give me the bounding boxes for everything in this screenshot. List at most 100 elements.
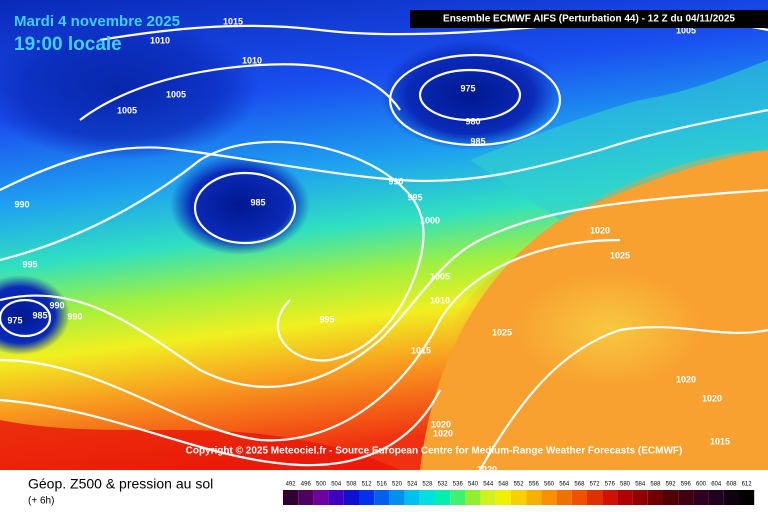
colorbar-cell: [602, 490, 618, 505]
colorbar-cell: [571, 490, 587, 505]
colorbar-label: 540: [468, 482, 479, 488]
colorbar-cell: [739, 490, 755, 505]
colorbar-cell: [708, 490, 724, 505]
colorbar-label: 592: [666, 482, 677, 488]
isobar-label: 1015: [710, 436, 730, 446]
colorbar-cell: [283, 490, 299, 505]
colorbar-cell: [495, 490, 511, 505]
isobar-label: 985: [250, 197, 265, 207]
colorbar-label: 512: [362, 482, 373, 488]
colorbar-label: 576: [605, 482, 616, 488]
colorbar-cell: [404, 490, 420, 505]
isobar-label: 1005: [430, 271, 450, 281]
colorbar-label: 500: [316, 482, 327, 488]
isobar-label: 1020: [433, 428, 453, 438]
isobar-label: 1025: [492, 327, 512, 337]
isobar-label: 985: [32, 310, 47, 320]
colorbar-label: 596: [681, 482, 692, 488]
colorbar-cell: [587, 490, 603, 505]
copyright: Copyright © 2025 Meteociel.fr - Source E…: [186, 446, 683, 457]
isobar-label: 1000: [420, 215, 440, 225]
colorbar-label: 608: [726, 482, 737, 488]
colorbar: 492 496 500 504 508 512 516 520 524 528 532 536 540 5…: [283, 482, 755, 505]
isobar-label: 985: [470, 136, 485, 146]
isobar-label: 1025: [610, 250, 630, 260]
colorbar-cell: [511, 490, 527, 505]
colorbar-cell: [328, 490, 344, 505]
footer-step: (+ 6h): [28, 496, 54, 507]
colorbar-label: 556: [529, 482, 540, 488]
colorbar-label: 528: [422, 482, 433, 488]
isobar-label: 990: [14, 199, 29, 209]
colorbar-cell: [435, 490, 451, 505]
colorbar-cell: [632, 490, 648, 505]
isobar-label: 1010: [242, 55, 262, 65]
colorbar-label: 496: [301, 482, 312, 488]
isobar-labels: 1015101010101005100597598098599099099510…: [7, 16, 730, 474]
isobar-label: 1005: [676, 25, 696, 35]
colorbar-cell: [556, 490, 572, 505]
colorbar-cell: [343, 490, 359, 505]
isobar-label: 990: [67, 311, 82, 321]
colorbar-label: 600: [696, 482, 707, 488]
colorbar-label: 520: [392, 482, 403, 488]
colorbar-label: 508: [346, 482, 357, 488]
isobar-label: 1010: [430, 295, 450, 305]
colorbar-cell: [663, 490, 679, 505]
colorbar-label: 564: [559, 482, 570, 488]
isobar-label: 975: [460, 83, 475, 93]
isobar-label: 990: [49, 300, 64, 310]
isobar-label: 1020: [477, 464, 497, 474]
isobar-label: 1015: [411, 345, 431, 355]
colorbar-label: 552: [514, 482, 525, 488]
colorbar-cell: [389, 490, 405, 505]
isobar-label: 1020: [702, 393, 722, 403]
colorbar-cell: [359, 490, 375, 505]
colorbar-cell: [647, 490, 663, 505]
colorbar-label: 504: [331, 482, 342, 488]
colorbar-cell: [313, 490, 329, 505]
colorbar-cell: [480, 490, 496, 505]
colorbar-label: 568: [574, 482, 585, 488]
isobar-label: 980: [465, 116, 480, 126]
colorbar-cell: [374, 490, 390, 505]
isobar-label: 975: [7, 315, 22, 325]
colorbar-label: 612: [742, 482, 753, 488]
map-field: [0, 0, 768, 470]
colorbar-label: 524: [407, 482, 418, 488]
colorbar-label: 516: [377, 482, 388, 488]
isobar-label: 1020: [676, 374, 696, 384]
colorbar-label: 572: [590, 482, 601, 488]
colorbar-cell: [450, 490, 466, 505]
colorbar-label: 604: [711, 482, 722, 488]
colorbar-label: 492: [286, 482, 297, 488]
model-info: Ensemble ECMWF AIFS (Perturbation 44) - …: [443, 14, 735, 25]
isobar-label: 1020: [590, 225, 610, 235]
colorbar-cell: [617, 490, 633, 505]
isobar-label: 1020: [431, 419, 451, 429]
time: 19:00 locale: [14, 34, 122, 55]
isobar-label: 995: [22, 259, 37, 269]
isobar-label: 1015: [223, 16, 243, 26]
colorbar-cell: [678, 490, 694, 505]
colorbar-label: 548: [498, 482, 509, 488]
colorbar-cell: [693, 490, 709, 505]
colorbar-label: 580: [620, 482, 631, 488]
colorbar-cell: [541, 490, 557, 505]
isobars: [0, 16, 768, 471]
colorbar-cell: [465, 490, 481, 505]
isobar-label: 995: [319, 314, 334, 324]
isobar-label: 995: [407, 192, 422, 202]
colorbar-cell: [419, 490, 435, 505]
footer-title: Géop. Z500 & pression au sol: [28, 476, 213, 492]
date: Mardi 4 novembre 2025: [14, 13, 180, 30]
colorbar-label: 532: [438, 482, 449, 488]
colorbar-cell: [723, 490, 739, 505]
isobar-label: 1005: [117, 105, 137, 115]
colorbar-label: 560: [544, 482, 555, 488]
colorbar-label: 584: [635, 482, 646, 488]
colorbar-label: 544: [483, 482, 494, 488]
isobar-label: 990: [388, 176, 403, 186]
isobar-label: 1010: [150, 35, 170, 45]
